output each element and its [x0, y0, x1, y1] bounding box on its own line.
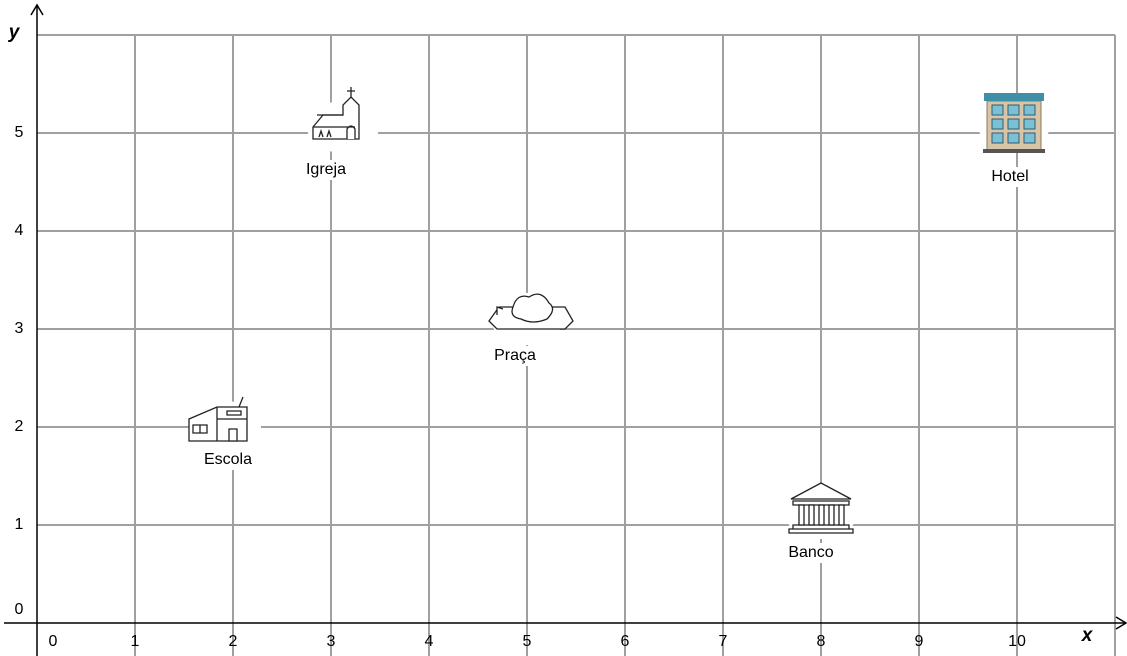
point-label: Igreja	[306, 161, 346, 178]
y-axis-arrow	[30, 3, 44, 16]
icon-part	[788, 482, 854, 534]
icon-part	[798, 504, 805, 526]
icon-part	[818, 504, 825, 526]
x-tick-label: 5	[523, 633, 532, 650]
point-icon	[307, 87, 379, 153]
y-tick-label: 4	[15, 222, 24, 239]
x-tick-label: 2	[229, 633, 238, 650]
y-tick-label: 2	[15, 418, 24, 435]
label-bg	[196, 450, 260, 470]
point-icon	[978, 93, 1050, 153]
point-icon	[188, 396, 261, 453]
x-tick-label: 3	[327, 633, 336, 650]
icon-part	[984, 93, 1044, 101]
icon-part	[1007, 132, 1020, 144]
point-label: Escola	[204, 451, 252, 468]
icon-part	[496, 293, 554, 323]
y-axis-label: y	[8, 22, 21, 43]
point-label: Praça	[494, 347, 536, 364]
x-tick-label: 0	[49, 633, 58, 650]
x-axis-arrow	[1115, 616, 1127, 630]
point-label: Hotel	[991, 168, 1028, 185]
label-bg	[483, 346, 547, 366]
y-tick-label: 5	[15, 124, 24, 141]
x-tick-label: 1	[131, 633, 140, 650]
icon-part	[1023, 132, 1036, 144]
icon-part	[1023, 104, 1036, 116]
label-bg	[779, 543, 843, 563]
point-icon	[488, 293, 574, 345]
label-bg	[978, 167, 1042, 187]
icon-part	[192, 396, 247, 442]
y-tick-label: 1	[15, 516, 24, 533]
x-tick-label: 8	[817, 633, 826, 650]
point-icon	[785, 482, 857, 539]
y-tick-label: 3	[15, 320, 24, 337]
x-tick-label: 6	[621, 633, 630, 650]
icon-part	[1023, 118, 1036, 130]
icon-part	[983, 149, 1045, 153]
x-tick-label: 7	[719, 633, 728, 650]
x-tick-label: 10	[1008, 633, 1026, 650]
icon-part	[991, 118, 1004, 130]
icon-part	[313, 87, 356, 139]
icon-part	[991, 104, 1004, 116]
x-axis-label: x	[1081, 625, 1094, 646]
y-tick-label: 0	[15, 601, 24, 618]
icon-part	[838, 504, 845, 526]
point-label: Banco	[788, 544, 833, 561]
icon-part	[828, 504, 835, 526]
x-tick-label: 9	[915, 633, 924, 650]
icon-part	[991, 132, 1004, 144]
icon-part	[1007, 104, 1020, 116]
x-tick-label: 4	[425, 633, 434, 650]
icon-part	[808, 504, 815, 526]
label-bg	[294, 160, 358, 180]
icon-part	[1007, 118, 1020, 130]
